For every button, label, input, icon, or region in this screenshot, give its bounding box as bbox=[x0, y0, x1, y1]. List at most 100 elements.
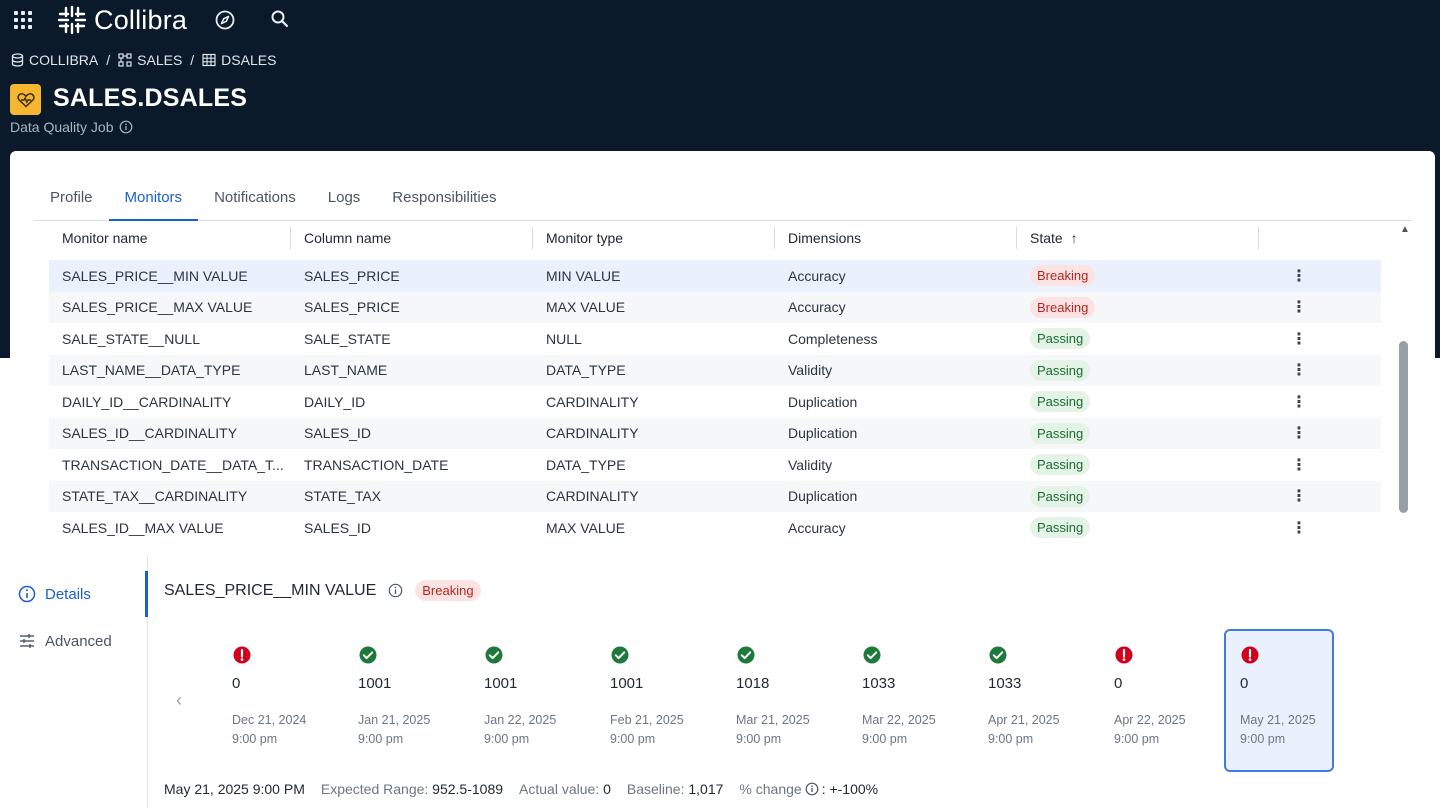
detail-title: SALES_PRICE__MIN VALUE bbox=[164, 581, 377, 599]
breadcrumb-label: DSALES bbox=[221, 52, 277, 68]
monitor-name-cell: STATE_TAX__CARDINALITY bbox=[62, 488, 248, 505]
run-time: 9:00 pm bbox=[358, 732, 404, 746]
run-item[interactable]: 0 Dec 21, 2024 9:00 pm bbox=[232, 645, 342, 765]
more-options-icon[interactable]: ⋮ bbox=[1291, 362, 1307, 380]
run-datetime: May 21, 2025 9:00 pm bbox=[1240, 711, 1316, 749]
column-name-cell: LAST_NAME bbox=[304, 362, 388, 379]
asset-type-label: Data Quality Job bbox=[10, 119, 114, 135]
compass-icon[interactable] bbox=[214, 9, 236, 31]
scroll-up-arrow-icon[interactable]: ▲ bbox=[1400, 224, 1410, 235]
more-options-icon[interactable]: ⋮ bbox=[1291, 519, 1307, 537]
column-header-state[interactable]: State ↑ bbox=[1017, 222, 1259, 254]
column-header-column-name[interactable]: Column name bbox=[291, 222, 533, 254]
run-time: 9:00 pm bbox=[1240, 732, 1286, 746]
status-badge: Passing bbox=[1030, 391, 1091, 413]
column-name-cell: SALES_ID bbox=[304, 519, 371, 536]
table-row[interactable]: DAILY_ID__CARDINALITY DAILY_ID CARDINALITY… bbox=[49, 386, 1381, 418]
breadcrumb-label: SALES bbox=[137, 52, 183, 68]
monitor-type-cell: MAX VALUE bbox=[546, 519, 626, 536]
table-row[interactable]: SALES_ID__CARDINALITY SALES_ID CARDINALITY… bbox=[49, 417, 1381, 449]
tab-notifications[interactable]: Notifications bbox=[214, 189, 296, 206]
breaking-status-icon bbox=[1115, 646, 1133, 664]
expected-range-label: Expected Range: bbox=[320, 781, 429, 797]
run-date: May 21, 2025 bbox=[1240, 713, 1316, 727]
state-cell: Passing bbox=[1017, 517, 1259, 539]
info-icon[interactable] bbox=[388, 583, 403, 598]
table-row[interactable]: STATE_TAX__CARDINALITY STATE_TAX CARDINALI… bbox=[49, 480, 1381, 512]
run-item[interactable]: 1033 Mar 22, 2025 9:00 pm bbox=[862, 645, 972, 765]
more-options-icon[interactable]: ⋮ bbox=[1291, 330, 1307, 348]
run-item[interactable]: 0 Apr 22, 2025 9:00 pm bbox=[1114, 645, 1224, 765]
info-icon[interactable] bbox=[805, 782, 819, 796]
more-options-icon[interactable]: ⋮ bbox=[1291, 488, 1307, 506]
table-scrollbar[interactable] bbox=[1399, 341, 1408, 513]
run-date: Dec 21, 2024 bbox=[232, 713, 307, 727]
run-item[interactable]: 1001 Jan 21, 2025 9:00 pm bbox=[358, 645, 468, 765]
monitor-type-cell: CARDINALITY bbox=[546, 488, 639, 505]
column-name-cell: SALES_PRICE bbox=[304, 299, 400, 316]
table-row[interactable]: SALES_PRICE__MAX VALUE SALES_PRICE MAX VAL… bbox=[49, 291, 1381, 323]
tab-responsibilities[interactable]: Responsibilities bbox=[392, 189, 497, 206]
side-nav-details[interactable]: Details bbox=[18, 585, 91, 603]
column-name-cell: TRANSACTION_DATE bbox=[304, 456, 449, 473]
tab-logs[interactable]: Logs bbox=[327, 189, 361, 206]
tab-monitors[interactable]: Monitors bbox=[108, 179, 199, 221]
monitor-name-cell: LAST_NAME__DATA_TYPE bbox=[62, 362, 241, 379]
collibra-logo[interactable]: Collibra bbox=[56, 4, 187, 36]
details-panel: Details Advanced SALES_PRICE__MIN VALUE … bbox=[0, 555, 1440, 808]
state-cell: Breaking bbox=[1017, 265, 1259, 287]
info-icon[interactable] bbox=[119, 120, 133, 134]
column-header-monitor-name[interactable]: Monitor name bbox=[49, 222, 291, 254]
more-options-icon[interactable]: ⋮ bbox=[1291, 393, 1307, 411]
status-badge: Breaking bbox=[1030, 265, 1096, 287]
column-header-dimensions[interactable]: Dimensions bbox=[775, 222, 1017, 254]
table-row[interactable]: SALE_STATE__NULL SALE_STATE NULL Completene… bbox=[49, 323, 1381, 355]
table-header: Monitor name Column name Monitor type Di… bbox=[49, 222, 1381, 254]
more-options-icon[interactable]: ⋮ bbox=[1291, 456, 1307, 474]
run-item[interactable]: 1001 Feb 21, 2025 9:00 pm bbox=[610, 645, 720, 765]
breadcrumb-item-dsales[interactable]: DSALES bbox=[202, 52, 276, 68]
breadcrumb-item-sales[interactable]: SALES bbox=[118, 52, 182, 68]
chevron-left-icon[interactable]: ‹ bbox=[176, 690, 182, 710]
detail-header: SALES_PRICE__MIN VALUE Breaking bbox=[164, 580, 481, 601]
run-item[interactable]: 0 May 21, 2025 9:00 pm bbox=[1240, 645, 1350, 765]
status-badge: Passing bbox=[1030, 422, 1091, 444]
search-icon[interactable] bbox=[270, 9, 290, 29]
tab-profile[interactable]: Profile bbox=[50, 189, 93, 206]
passing-status-icon bbox=[485, 646, 503, 664]
app-launcher-icon[interactable] bbox=[14, 11, 32, 29]
actions-cell: ⋮ bbox=[1259, 455, 1381, 475]
run-value: 0 bbox=[1114, 675, 1123, 692]
side-nav-label: Advanced bbox=[45, 632, 112, 650]
passing-status-icon bbox=[863, 646, 881, 664]
status-badge: Passing bbox=[1030, 517, 1091, 539]
monitor-type-cell: DATA_TYPE bbox=[546, 362, 626, 379]
table-row[interactable]: SALES_ID__MAX VALUE SALES_ID MAX VALUE Accu… bbox=[49, 512, 1381, 544]
run-item[interactable]: 1001 Jan 22, 2025 9:00 pm bbox=[484, 645, 594, 765]
percent-change: % change : +-100% bbox=[739, 781, 878, 797]
percent-change-value: : +-100% bbox=[821, 781, 879, 797]
more-options-icon[interactable]: ⋮ bbox=[1291, 425, 1307, 443]
side-nav-advanced[interactable]: Advanced bbox=[18, 632, 112, 650]
run-date: Mar 21, 2025 bbox=[736, 713, 810, 727]
actions-cell: ⋮ bbox=[1259, 392, 1381, 412]
run-item[interactable]: 1033 Apr 21, 2025 9:00 pm bbox=[988, 645, 1098, 765]
dimension-cell: Validity bbox=[788, 362, 833, 379]
state-cell: Passing bbox=[1017, 359, 1259, 381]
column-name-cell: STATE_TAX bbox=[304, 488, 382, 505]
brand-name: Collibra bbox=[94, 4, 188, 35]
run-item[interactable]: 1018 Mar 21, 2025 9:00 pm bbox=[736, 645, 846, 765]
info-icon bbox=[18, 585, 36, 603]
run-datetime: Dec 21, 2024 9:00 pm bbox=[232, 711, 306, 749]
table-row[interactable]: SALES_PRICE__MIN VALUE SALES_PRICE MIN VAL… bbox=[49, 260, 1381, 292]
run-datetime: Mar 21, 2025 9:00 pm bbox=[736, 711, 810, 749]
table-row[interactable]: TRANSACTION_DATE__DATA_T... TRANSACTION_D… bbox=[49, 449, 1381, 481]
more-options-icon[interactable]: ⋮ bbox=[1291, 299, 1307, 317]
more-options-icon[interactable]: ⋮ bbox=[1291, 267, 1307, 285]
breadcrumb-item-collibra[interactable]: COLLIBRA bbox=[11, 52, 98, 68]
column-header-monitor-type[interactable]: Monitor type bbox=[533, 222, 775, 254]
monitor-type-cell: MIN VALUE bbox=[546, 267, 621, 284]
table-row[interactable]: LAST_NAME__DATA_TYPE LAST_NAME DATA_TYPE Va… bbox=[49, 354, 1381, 386]
actions-cell: ⋮ bbox=[1259, 266, 1381, 286]
schema-icon bbox=[118, 53, 132, 67]
